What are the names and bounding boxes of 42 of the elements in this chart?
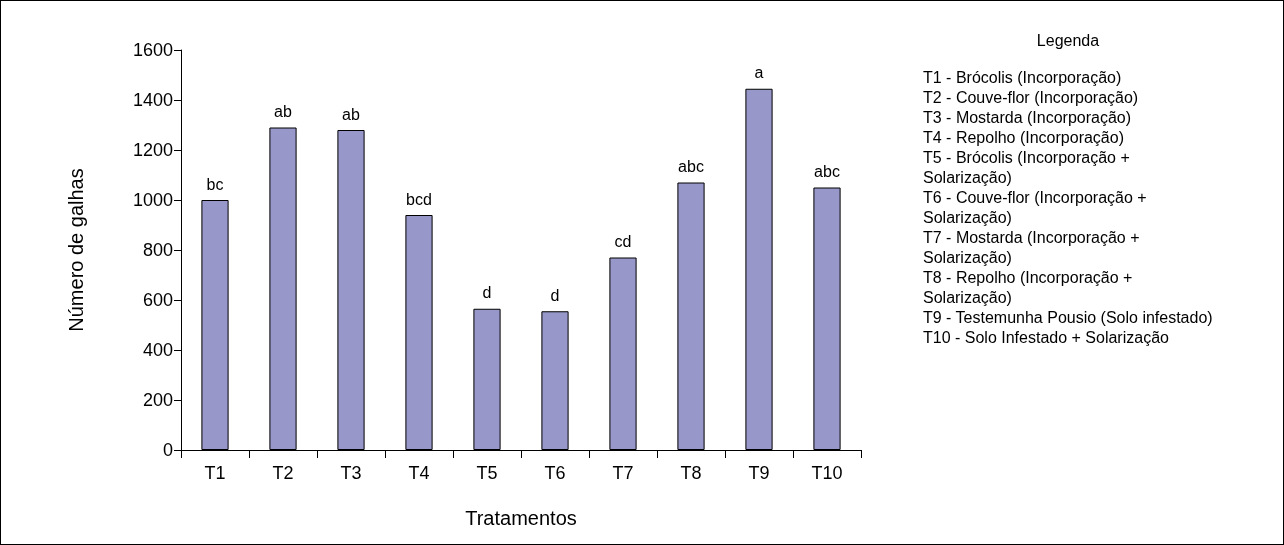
text: T8 - Repolho (Incorporação + Solarização) — [923, 268, 1134, 308]
x-tick-label: T5 — [476, 463, 498, 483]
y-tick-label: 1200 — [132, 140, 173, 160]
x-tick-label: T9 — [748, 463, 770, 483]
text: T1 - Brócolis (Incorporação) — [923, 68, 1123, 88]
y-tick-label: 1000 — [132, 190, 173, 210]
x-tick-label: T10 — [811, 463, 843, 483]
data-label: d — [550, 286, 560, 304]
text: T6 - Couve-flor (Incorporação + Solarização) — [923, 188, 1148, 228]
legend-title: Legenda — [1035, 31, 1101, 51]
x-tick-label: T4 — [408, 463, 430, 483]
data-label: ab — [342, 105, 360, 123]
data-label: bcd — [406, 190, 432, 208]
data-label: cd — [614, 233, 632, 250]
text: T7 - Mostarda (Incorporação + Solarização) — [923, 228, 1141, 268]
y-tick-label: 0 — [162, 440, 173, 460]
data-label: bc — [206, 175, 224, 193]
text: T10 - Solo Infestado + Solarização — [923, 328, 1170, 348]
text: T9 - Testemunha Pousio (Solo infestado) — [923, 308, 1213, 328]
x-tick-label: T7 — [612, 463, 634, 483]
x-tick-label: T1 — [204, 463, 226, 483]
text: T2 - Couve-flor (Incorporação) — [923, 88, 1140, 108]
y-tick-label: 400 — [142, 340, 173, 360]
data-label: a — [754, 64, 764, 82]
y-axis-title: Número de galhas — [65, 168, 87, 332]
data-label: abc — [678, 158, 704, 175]
x-axis-title: Tratamentos — [465, 507, 577, 529]
y-tick-label: 600 — [142, 290, 173, 310]
data-label: abc — [814, 163, 840, 180]
x-tick-label: T3 — [340, 463, 362, 483]
text: T3 - Mostarda (Incorporação) — [923, 108, 1133, 128]
y-tick-label: 1400 — [132, 90, 173, 110]
x-tick-label: T8 — [680, 463, 702, 483]
x-tick-label: T2 — [272, 463, 294, 483]
data-label: d — [482, 284, 492, 302]
text: T5 - Brócolis (Incorporação + Solarização) — [923, 148, 1131, 188]
x-tick-label: T6 — [544, 463, 566, 483]
y-tick-label: 200 — [142, 390, 173, 410]
data-label: ab — [274, 103, 292, 120]
y-tick-label: 1600 — [132, 40, 173, 60]
text: T4 - Repolho (Incorporação) — [923, 128, 1125, 148]
y-tick-label: 800 — [142, 240, 173, 260]
